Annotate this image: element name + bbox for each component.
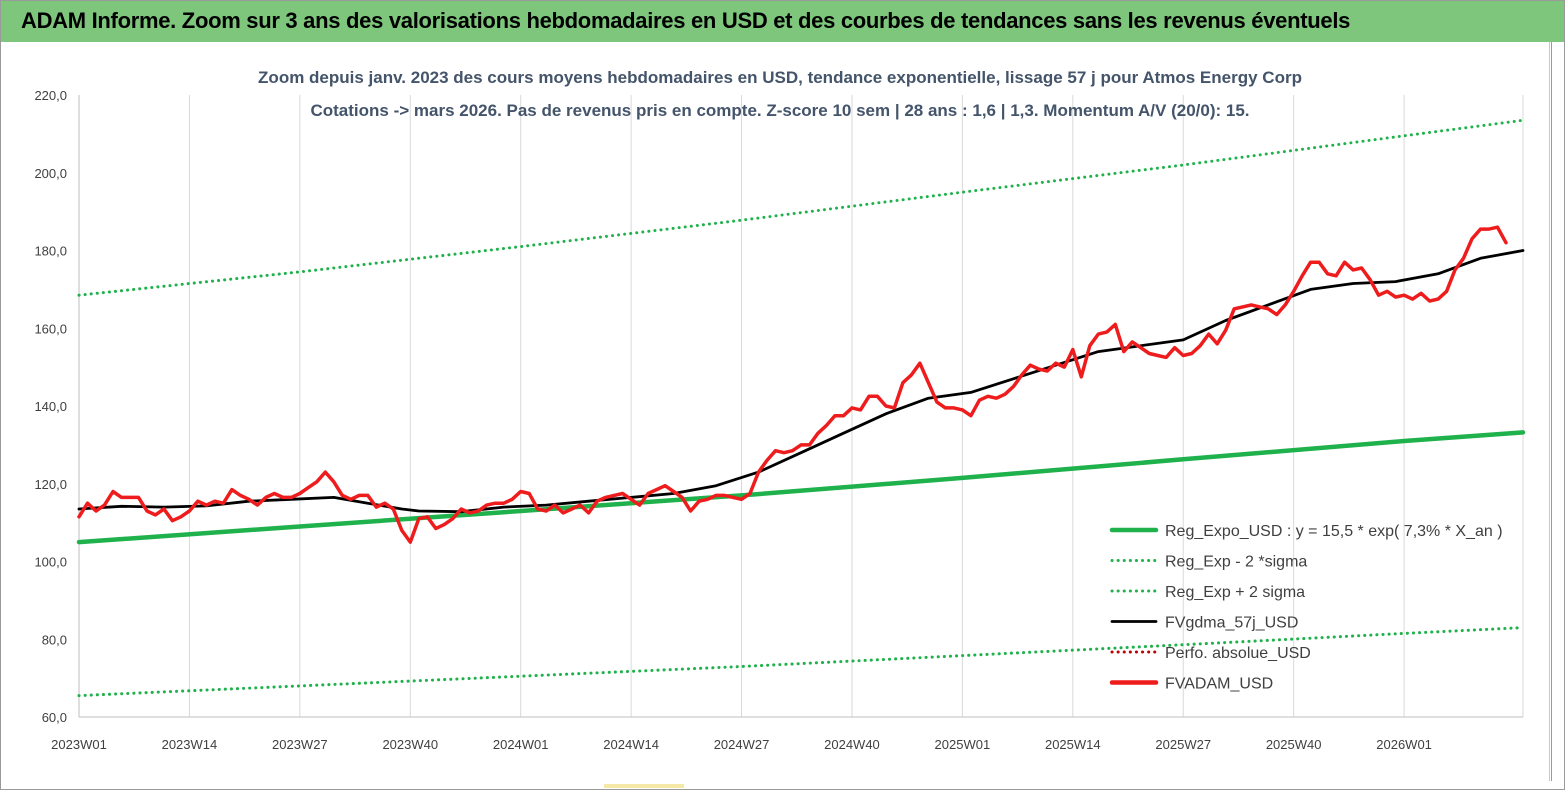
legend-label: Reg_Exp - 2 *sigma xyxy=(1165,554,1307,571)
x-tick-label: 2024W14 xyxy=(603,737,659,752)
legend-label: FVADAM_USD xyxy=(1165,676,1273,693)
chart-title-line1: Zoom depuis janv. 2023 des cours moyens … xyxy=(258,68,1302,87)
legend-label: FVgdma_57j_USD xyxy=(1165,615,1298,632)
y-tick-label: 80,0 xyxy=(42,632,67,647)
x-tick-label: 2024W27 xyxy=(714,737,770,752)
report-banner: ADAM Informe. Zoom sur 3 ans des valoris… xyxy=(1,1,1564,42)
x-tick-label: 2025W01 xyxy=(935,737,991,752)
series-line xyxy=(77,249,1525,514)
x-tick-label: 2024W01 xyxy=(493,737,549,752)
x-tick-label: 2023W27 xyxy=(272,737,328,752)
series-line xyxy=(77,225,1508,544)
side-strip xyxy=(1551,42,1563,781)
chart-axes: 60,0 80,0 100,0 120,0 140,0 160,0 180,0 200,0 22… xyxy=(34,88,1523,752)
y-tick-label: 120,0 xyxy=(34,477,67,492)
y-tick-label: 180,0 xyxy=(34,244,67,259)
chart-area xyxy=(1,42,1550,781)
chart-series xyxy=(76,118,1526,698)
chart-grid xyxy=(78,95,1524,717)
chart-legend: Reg_Expo_USD : y = 15,5 * exp( 7,3% * X_… xyxy=(1109,523,1503,693)
sheet-tab-marker xyxy=(604,784,684,788)
y-tick-label: 200,0 xyxy=(34,166,67,181)
y-tick-label: 140,0 xyxy=(34,399,67,414)
report-title: ADAM Informe. Zoom sur 3 ans des valoris… xyxy=(21,8,1351,33)
x-tick-label: 2023W40 xyxy=(382,737,438,752)
legend-label: Perfo. absolue_USD xyxy=(1165,645,1311,662)
legend-label: Reg_Expo_USD : y = 15,5 * exp( 7,3% * X_… xyxy=(1165,523,1503,540)
y-tick-label: 60,0 xyxy=(42,710,67,725)
y-tick-label: 160,0 xyxy=(34,321,67,336)
series-line xyxy=(77,626,1525,698)
series-line xyxy=(76,430,1526,545)
x-tick-label: 2023W01 xyxy=(51,737,107,752)
x-tick-label: 2025W27 xyxy=(1155,737,1211,752)
x-tick-label: 2026W01 xyxy=(1376,737,1432,752)
y-tick-label: 100,0 xyxy=(34,555,67,570)
y-tick-label: 220,0 xyxy=(34,88,67,103)
x-tick-label: 2024W40 xyxy=(824,737,880,752)
legend-label: Reg_Exp + 2 sigma xyxy=(1165,584,1305,601)
x-tick-label: 2023W14 xyxy=(162,737,218,752)
x-tick-label: 2025W14 xyxy=(1045,737,1101,752)
chart-title-line2: Cotations -> mars 2026. Pas de revenus p… xyxy=(310,101,1249,120)
x-tick-label: 2025W40 xyxy=(1266,737,1322,752)
